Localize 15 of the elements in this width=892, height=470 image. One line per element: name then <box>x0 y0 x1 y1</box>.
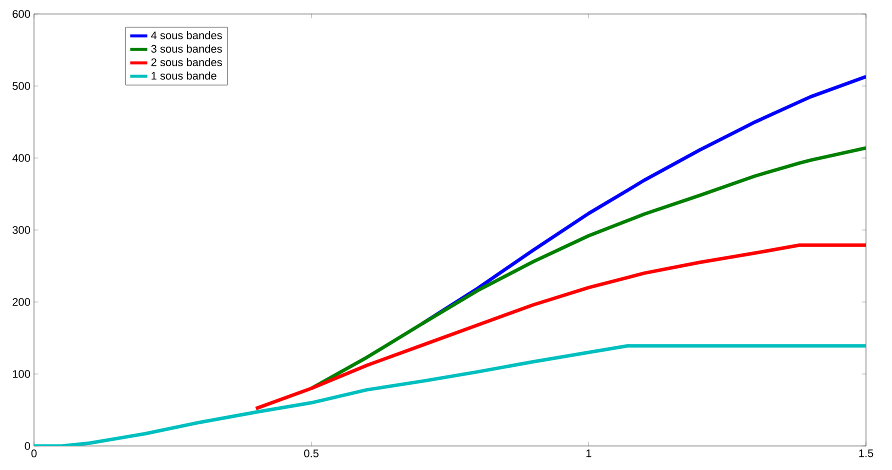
y-tick-label: 100 <box>12 370 30 378</box>
legend-label: 3 sous bandes <box>151 44 222 53</box>
y-tick-label: 300 <box>12 226 30 234</box>
legend-label: 2 sous bandes <box>151 58 222 66</box>
x-tick-label: 0.5 <box>304 450 319 458</box>
legend-label: 4 sous bandes <box>151 31 222 40</box>
y-tick-label: 600 <box>12 10 30 18</box>
x-tick-label: 1 <box>586 450 592 458</box>
x-tick-label: 1.5 <box>859 450 874 458</box>
legend-label: 1 sous bande <box>152 72 216 80</box>
y-tick-label: 0 <box>24 442 30 450</box>
y-tick-label: 400 <box>12 154 30 162</box>
x-tick-label: 0 <box>31 450 37 458</box>
y-tick-label: 500 <box>12 82 30 90</box>
y-tick-label: 200 <box>12 298 30 306</box>
